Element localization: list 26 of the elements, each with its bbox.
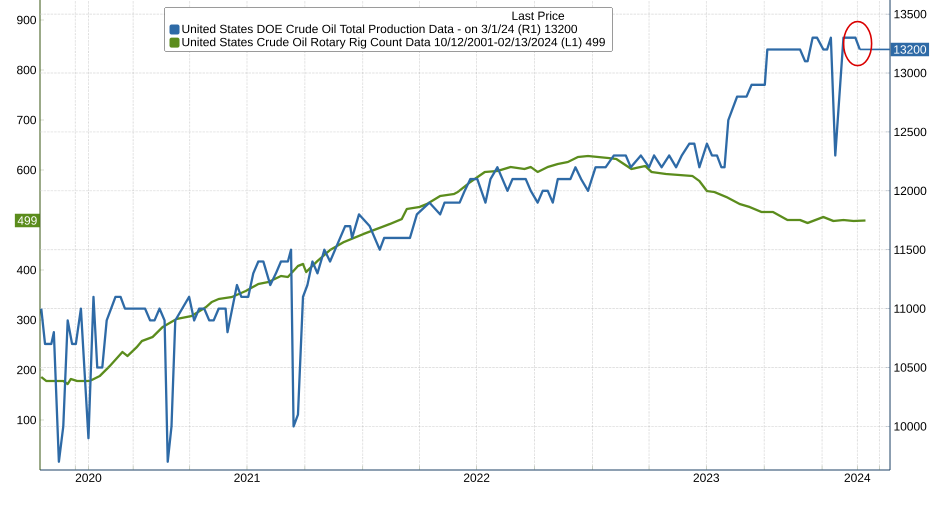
y2-tick-label: 10000	[894, 422, 926, 431]
y2-tick-label: 13500	[894, 10, 926, 18]
y-tick-label: 100	[17, 416, 36, 424]
y2-tick-label: 10500	[894, 363, 926, 372]
legend-label: United States Crude Oil Rotary Rig Count Data 10/12/2001-02/13/2024 (L1) 499	[182, 38, 605, 49]
y-tick-label: 200	[17, 366, 36, 374]
legend-title: Last Price	[512, 11, 564, 20]
y-tick-label: 300	[16, 316, 36, 324]
y-tick-label: 600	[17, 166, 36, 174]
y2-tick-label: 12000	[894, 186, 926, 196]
data-label: 13200	[894, 45, 926, 54]
x-tick-label: 2023	[694, 474, 720, 482]
x-tick-label: 2024	[844, 474, 870, 482]
x-tick-label: 2021	[234, 474, 260, 482]
y-tick-label: 400	[16, 266, 36, 274]
y2-tick-label: 11500	[894, 245, 926, 254]
annotation: 499	[18, 216, 37, 225]
legend-label: United States DOE Crude Oil Total Production Data - on 3/1/24 (R1) 13200	[182, 24, 578, 36]
y-tick-label: 700	[17, 116, 36, 124]
y2-tick-label: 11000	[894, 304, 926, 313]
y2-tick-label: 13000	[894, 68, 926, 78]
y-tick-label: 900	[17, 16, 36, 24]
x-tick-label: 2020	[76, 474, 102, 482]
y2-tick-label: 12500	[894, 128, 926, 136]
x-tick-label: 2022	[464, 474, 490, 482]
y-tick-label: 800	[17, 66, 36, 74]
